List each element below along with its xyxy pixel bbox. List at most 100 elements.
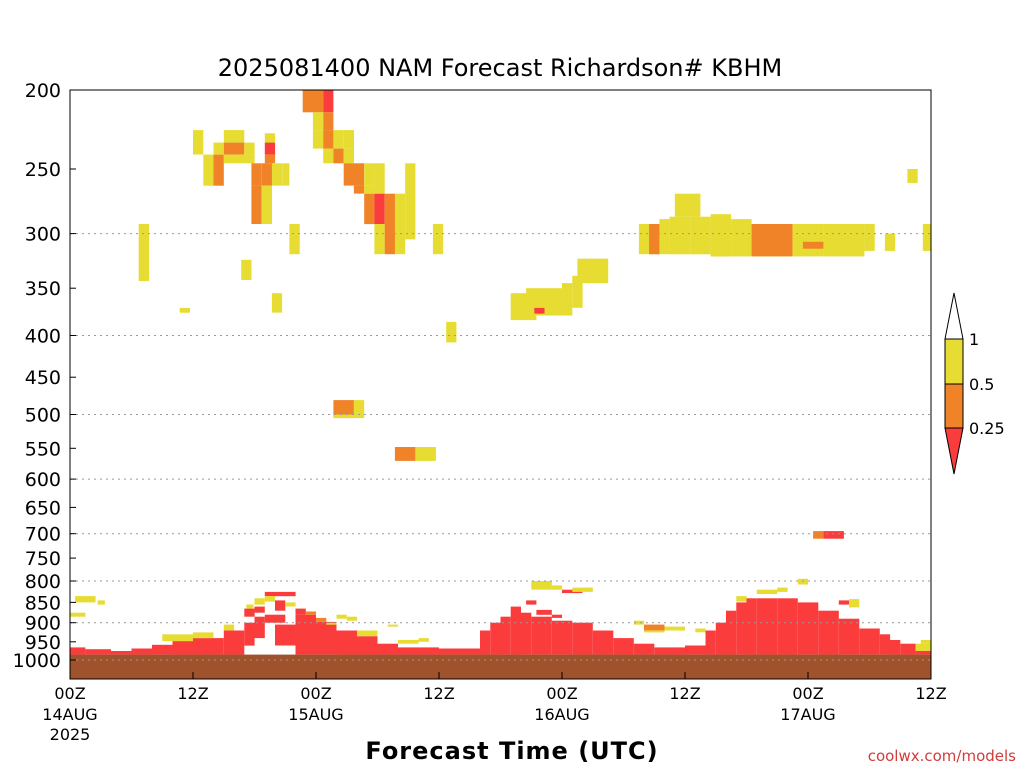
ri-cell-154 xyxy=(736,596,747,602)
ri-cell-75 xyxy=(333,400,354,419)
ri-cell-74 xyxy=(922,224,931,251)
ri-cell-49 xyxy=(446,321,457,343)
ri-cell-42 xyxy=(282,163,290,186)
ri-cell-5 xyxy=(323,130,334,149)
ri-cell-157 xyxy=(756,598,778,655)
ri-cell-19 xyxy=(394,193,406,225)
ri-cell-23 xyxy=(394,224,406,255)
legend-bin-yellow xyxy=(944,338,964,385)
ri-cell-98 xyxy=(246,604,254,609)
ri-cell-38 xyxy=(261,163,272,186)
ri-cell-82 xyxy=(75,596,96,603)
ri-cell-54 xyxy=(534,307,545,314)
ri-cell-26 xyxy=(203,154,214,186)
ri-cell-127 xyxy=(500,616,511,655)
ri-cell-161 xyxy=(797,602,819,655)
ri-cell-55 xyxy=(562,283,573,316)
ri-cell-115 xyxy=(336,614,347,619)
ri-cell-87 xyxy=(111,651,132,655)
ri-cell-153 xyxy=(736,602,747,655)
ri-cell-137 xyxy=(562,589,583,594)
ri-cell-22 xyxy=(384,224,395,255)
ri-cell-81 xyxy=(823,531,844,539)
ri-cell-124 xyxy=(439,648,480,655)
ri-cell-92 xyxy=(193,638,224,655)
ground-layer xyxy=(70,654,931,679)
ri-cell-151 xyxy=(715,622,727,655)
x-tick-label-72: 00Z xyxy=(792,684,823,703)
ri-cell-59 xyxy=(659,219,670,255)
ri-cell-64 xyxy=(710,214,732,257)
ri-cell-85 xyxy=(70,647,86,655)
y-tick-label-850: 850 xyxy=(25,592,61,614)
ri-cell-11 xyxy=(343,163,365,186)
ri-cell-30 xyxy=(223,142,245,155)
ri-cell-166 xyxy=(859,628,880,655)
ri-cell-108 xyxy=(295,614,316,655)
y-tick-label-500: 500 xyxy=(25,405,61,427)
ri-cell-53 xyxy=(541,288,562,316)
ri-cell-116 xyxy=(346,616,358,621)
ri-cell-133 xyxy=(551,620,573,655)
ri-cell-80 xyxy=(813,531,824,539)
ri-cell-3 xyxy=(312,112,324,131)
ri-cell-72 xyxy=(884,233,896,251)
ri-cell-169 xyxy=(900,643,916,655)
ri-cell-86 xyxy=(85,649,111,655)
ri-cell-171 xyxy=(915,651,931,655)
ri-cell-21 xyxy=(374,224,385,255)
ri-cell-134 xyxy=(551,614,563,618)
pressure-gridlines xyxy=(70,233,931,661)
ri-cell-84 xyxy=(70,612,86,617)
credit-link[interactable]: coolwx.com/models xyxy=(868,747,1016,765)
ri-cell-126 xyxy=(490,622,501,655)
ri-cell-70 xyxy=(864,224,875,251)
ri-cell-37 xyxy=(251,163,262,186)
ri-cell-91 xyxy=(162,634,194,642)
ri-cell-101 xyxy=(254,616,265,639)
x-date-label-0: 14AUG xyxy=(42,705,97,724)
ri-cell-27 xyxy=(213,154,224,186)
ri-cell-131 xyxy=(531,616,552,655)
ri-cell-119 xyxy=(377,643,398,655)
legend-bottom-arrow xyxy=(944,427,964,475)
ri-cell-105 xyxy=(264,614,286,623)
ri-cell-158 xyxy=(777,587,788,592)
ri-cell-164 xyxy=(838,618,860,655)
ri-cell-6 xyxy=(333,130,344,149)
ri-cell-56 xyxy=(572,275,583,308)
y-tick-label-600: 600 xyxy=(25,469,61,491)
ri-cell-141 xyxy=(613,638,634,655)
ri-cell-14 xyxy=(364,185,375,194)
ri-cell-94 xyxy=(223,630,245,655)
x-tick-label-0: 00Z xyxy=(54,684,85,703)
ri-cell-109 xyxy=(295,608,306,615)
ri-cell-65 xyxy=(731,219,752,257)
ri-cell-79 xyxy=(415,447,436,461)
ri-cell-28 xyxy=(213,142,224,155)
ri-cell-9 xyxy=(333,148,344,164)
ri-cell-24 xyxy=(405,224,416,240)
ri-cell-148 xyxy=(685,645,706,655)
ri-cell-149 xyxy=(695,628,706,633)
x-tick-label-60: 12Z xyxy=(669,684,700,703)
ri-cell-152 xyxy=(726,610,737,655)
ri-cell-111 xyxy=(316,621,337,655)
ri-cell-69 xyxy=(823,224,865,257)
ri-cell-20 xyxy=(405,163,416,224)
x-year-label-0: 2025 xyxy=(50,725,91,744)
ri-cell-139 xyxy=(572,622,593,655)
ri-cell-107 xyxy=(275,624,296,646)
x-tick-label-48: 00Z xyxy=(546,684,577,703)
ri-cell-71 xyxy=(802,241,824,249)
ri-cell-25 xyxy=(193,130,204,155)
ri-cell-96 xyxy=(244,622,255,646)
data-cells xyxy=(70,90,932,655)
chart-title: 2025081400 NAM Forecast Richardson# KBHM xyxy=(218,54,782,82)
ri-cell-34 xyxy=(264,133,276,143)
legend-label-2: 0.25 xyxy=(969,419,1005,438)
ri-cell-100 xyxy=(254,598,265,605)
x-tick-label-36: 12Z xyxy=(423,684,454,703)
x-date-label-72: 17AUG xyxy=(780,705,835,724)
